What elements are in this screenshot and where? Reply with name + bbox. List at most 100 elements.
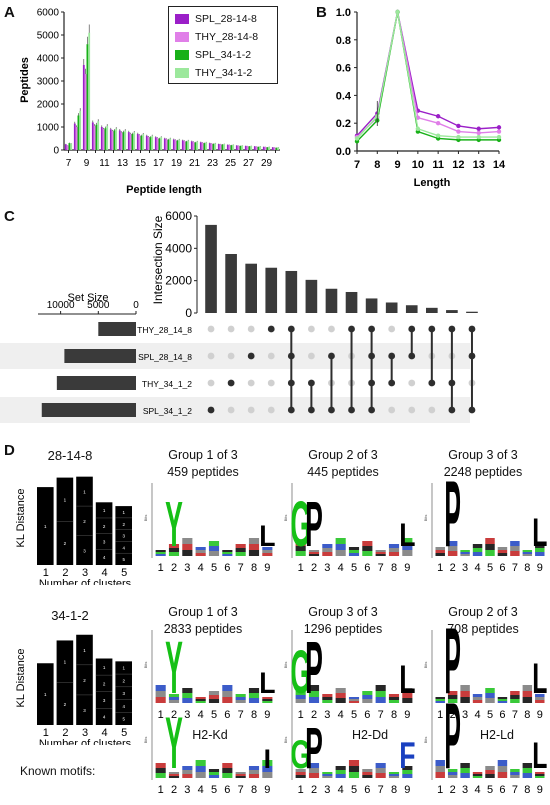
logo-position-label: 5 [211, 709, 217, 721]
logo-position-label: 3 [462, 562, 468, 574]
b-point [476, 130, 481, 136]
a-legend-label: SPL_28-14-8 [195, 13, 257, 25]
logo-position-label: 9 [537, 709, 543, 721]
logo-minor-residue [295, 541, 306, 546]
logo-minor-residue [322, 776, 333, 778]
logo-minor-residue [522, 554, 533, 556]
kl-y-axis-label: KL Distance [15, 649, 27, 708]
logo-minor-residue [155, 691, 166, 697]
logo-minor-residue [510, 691, 520, 695]
a-bar [122, 132, 125, 150]
b-y-tick-label: 1.0 [336, 7, 351, 19]
logo-minor-residue [388, 772, 400, 774]
logo-minor-residue [322, 700, 333, 703]
logo-position-label: 9 [264, 562, 270, 574]
a-x-tick-label: 11 [99, 158, 110, 169]
a-bar [203, 143, 206, 150]
logo-minor-residue [168, 694, 180, 697]
kl-x-axis-label: Number of clusters [39, 578, 132, 585]
logo-position-label: 5 [351, 562, 357, 574]
logo-y-axis-label: Bits [143, 662, 148, 669]
logo-position-label: 6 [499, 562, 505, 574]
logo-minor-residue [322, 544, 333, 548]
logo-minor-residue [362, 691, 373, 695]
a-bar [156, 138, 159, 150]
group-title-r1c1: Group 1 of 3 459 peptides [167, 448, 239, 479]
c-intersection-bar [325, 288, 338, 313]
logo-minor-residue [447, 691, 458, 695]
b-x-tick-label: 10 [412, 159, 424, 171]
logo-position-label: 6 [364, 709, 370, 721]
logo-position-label: 6 [499, 784, 505, 796]
logo-position-label: 9 [537, 784, 543, 796]
logo-minor-residue [460, 552, 470, 554]
logo-minor-residue [262, 766, 273, 772]
a-x-axis-label: Peptide length [126, 184, 202, 196]
logo-dominant-residue: L [532, 655, 547, 703]
kl-segment-label: 1 [122, 510, 125, 515]
b-y-tick-label: 0.2 [336, 118, 351, 130]
motif-label-dd: H2-Dd [351, 728, 389, 742]
set-size-label: Set Size [68, 292, 109, 304]
a-x-tick-label: 7 [66, 158, 72, 169]
logo-position-label: 2 [171, 709, 177, 721]
a-bar [102, 129, 105, 150]
a-bar [212, 143, 215, 150]
c-intersection-bar [365, 298, 378, 313]
a-bar [127, 132, 130, 150]
logo-position-label: 9 [537, 562, 543, 574]
logo-minor-residue [222, 768, 233, 773]
logo-minor-residue [195, 699, 206, 701]
logo-minor-residue [375, 691, 386, 697]
logo-y-axis-label: Bits [283, 737, 288, 744]
a-y-axis-label: Peptides [19, 57, 31, 103]
logo-minor-residue [248, 698, 260, 703]
b-x-axis-label: Length [414, 177, 451, 189]
a-bar [106, 125, 109, 150]
logo-minor-residue [510, 551, 520, 556]
c-y-tick-label: 2000 [165, 274, 192, 288]
logo-dominant-residue: Y [165, 490, 183, 561]
logo-minor-residue [460, 554, 470, 556]
logo-dominant-residue: L [532, 511, 547, 555]
logo-minor-residue [262, 699, 273, 701]
b-x-tick-label: 7 [354, 159, 360, 171]
a-bar [178, 139, 181, 150]
logo-minor-residue [222, 554, 233, 556]
logo-minor-residue [535, 700, 545, 703]
logo-minor-residue [375, 554, 386, 556]
a-y-tick-label: 3000 [37, 77, 60, 88]
a-bar [196, 141, 199, 150]
c-y-axis-label: Intersection Size [151, 215, 165, 304]
logo-minor-residue [208, 699, 220, 703]
logo-position-label: 2 [171, 562, 177, 574]
logo-minor-residue [195, 550, 206, 553]
logo-minor-residue [510, 775, 520, 778]
a-bar [113, 130, 116, 150]
logo-minor-residue [472, 776, 483, 778]
a-x-tick-label: 29 [261, 158, 273, 169]
logo-position-label: 9 [404, 709, 410, 721]
a-bar [84, 74, 87, 150]
b-x-tick-label: 11 [432, 159, 444, 171]
logo-dominant-residue: L [399, 658, 415, 703]
kl-segment-label: 2 [103, 524, 106, 529]
logo-minor-residue [472, 552, 483, 556]
logo-minor-residue [222, 685, 233, 691]
kl-segment-label: 1 [44, 692, 47, 697]
a-bar [275, 147, 278, 150]
logo-position-label: 6 [364, 562, 370, 574]
logo-minor-residue [155, 768, 166, 773]
kl-segment-label: 1 [64, 497, 67, 502]
a-x-tick-label: 13 [117, 158, 129, 169]
logo-minor-residue [262, 697, 273, 699]
logo-y-axis-label: Bits [423, 662, 428, 669]
logo-minor-residue [447, 695, 458, 699]
logo-minor-residue [335, 544, 346, 550]
c-dot-off [388, 406, 396, 414]
c-dot-off [227, 325, 235, 333]
logo-position-label: 4 [338, 784, 344, 796]
logo-minor-residue [402, 550, 413, 556]
logo-minor-residue [497, 697, 508, 699]
logo-minor-residue [435, 772, 445, 778]
